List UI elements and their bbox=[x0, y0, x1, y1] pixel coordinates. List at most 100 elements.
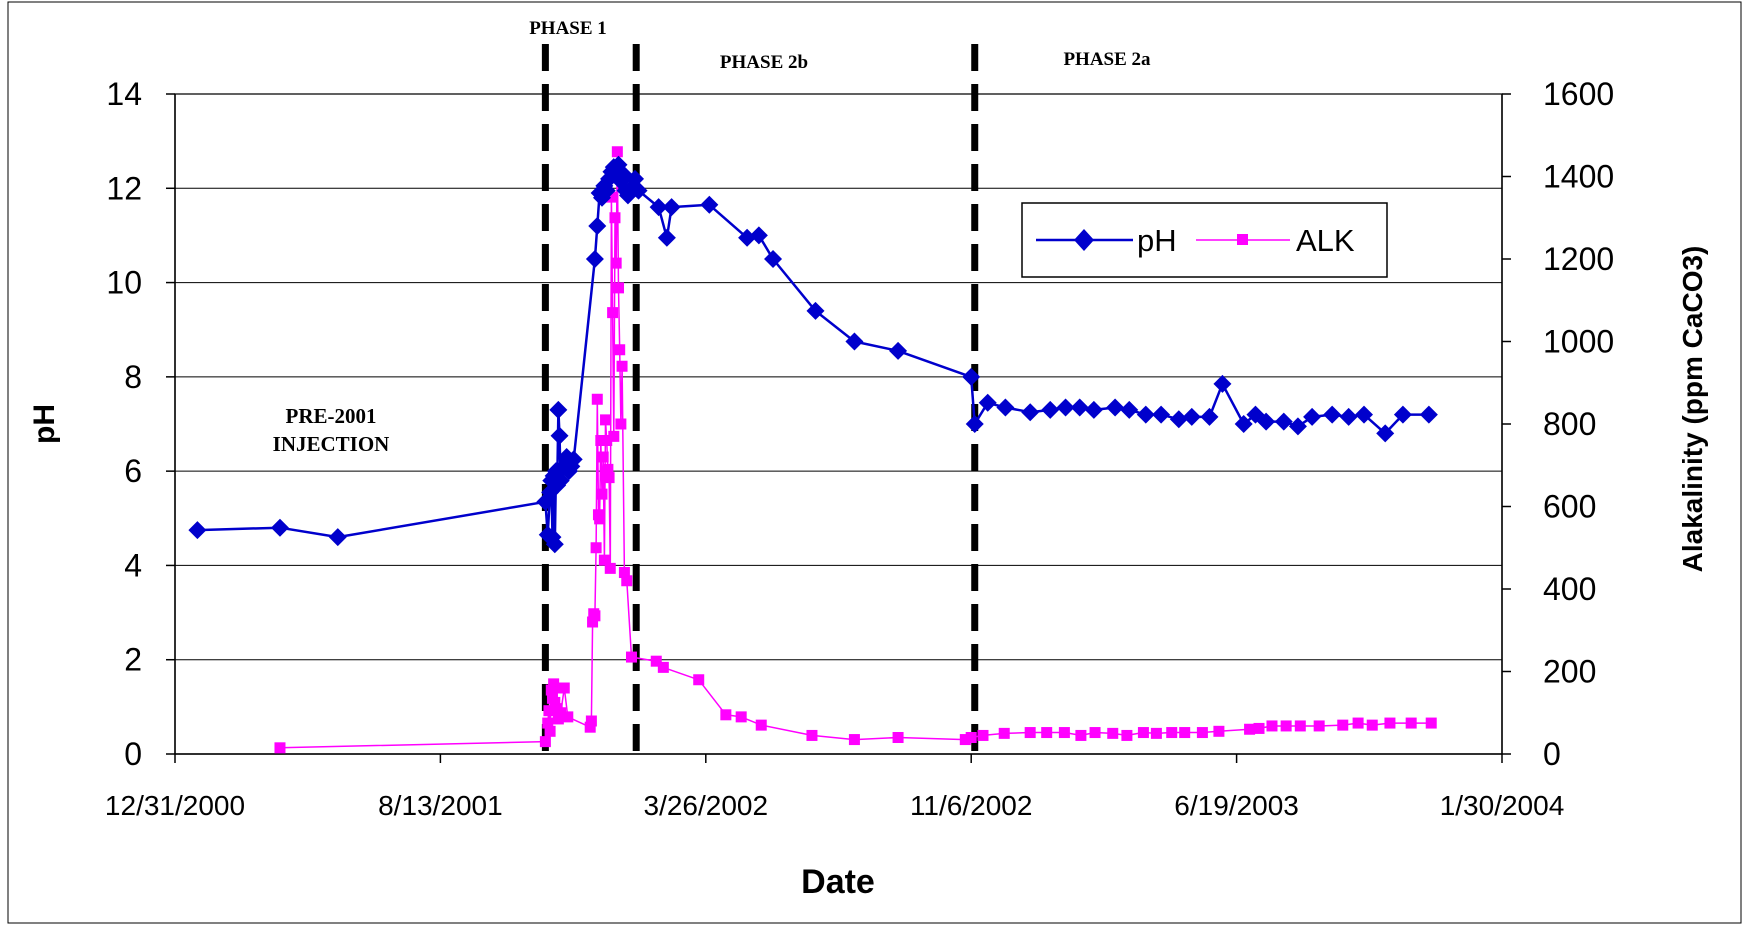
data-point-alk bbox=[1075, 729, 1087, 741]
data-point-alk bbox=[584, 721, 596, 733]
legend-alk-label: ALK bbox=[1296, 223, 1355, 258]
data-point-alk bbox=[587, 616, 599, 628]
data-point-alk bbox=[618, 567, 630, 578]
data-point-alk bbox=[1253, 722, 1265, 734]
data-point-alk bbox=[755, 719, 767, 731]
data-point-ph bbox=[1136, 405, 1155, 424]
data-point-ph bbox=[845, 332, 864, 351]
data-point-ph bbox=[700, 195, 719, 214]
data-point-ph bbox=[738, 228, 757, 247]
data-point-alk bbox=[1266, 720, 1278, 732]
data-point-alk bbox=[602, 463, 614, 475]
data-point-ph bbox=[585, 250, 604, 268]
x-tick-label: 1/30/2004 bbox=[1440, 790, 1565, 821]
y-left-axis-ticks: 0 2 4 6 8 10 12 14 bbox=[106, 76, 175, 772]
y-right-tick-label: 1600 bbox=[1543, 76, 1614, 112]
y-right-tick-label: 200 bbox=[1543, 654, 1596, 690]
data-point-ph bbox=[965, 415, 984, 433]
data-point-alk bbox=[998, 727, 1010, 739]
data-point-alk bbox=[562, 711, 574, 723]
data-point-ph bbox=[1354, 405, 1373, 424]
y-right-tick-label: 0 bbox=[1543, 736, 1561, 772]
data-point-ph bbox=[1041, 400, 1060, 419]
legend-ph-label: pH bbox=[1137, 223, 1177, 258]
data-point-ph bbox=[1213, 374, 1232, 393]
data-point-alk bbox=[610, 257, 622, 269]
y-left-tick-label: 6 bbox=[124, 453, 142, 489]
legend: pH ALK bbox=[1021, 202, 1388, 278]
data-point-ph bbox=[662, 198, 681, 217]
data-point-ph bbox=[1234, 415, 1253, 433]
data-point-alk bbox=[735, 711, 747, 723]
x-tick-label: 8/13/2001 bbox=[378, 790, 503, 821]
y-left-axis-title: pH bbox=[28, 404, 61, 444]
data-point-ph bbox=[1339, 407, 1358, 426]
y-right-axis-title: Alakalinity (ppm CaCO3) bbox=[1677, 246, 1708, 573]
data-point-ph bbox=[1152, 405, 1171, 424]
y-left-tick-label: 12 bbox=[106, 170, 142, 206]
data-point-alk bbox=[558, 682, 570, 694]
data-point-alk bbox=[1179, 727, 1191, 739]
data-point-alk bbox=[848, 734, 860, 746]
data-point-alk bbox=[552, 713, 564, 725]
data-point-ph bbox=[270, 518, 289, 537]
data-point-alk bbox=[555, 707, 567, 719]
data-point-alk bbox=[1107, 727, 1119, 739]
data-point-ph bbox=[649, 198, 668, 217]
data-point-alk bbox=[611, 146, 623, 158]
data-point-alk bbox=[596, 488, 608, 500]
data-point-ph bbox=[978, 393, 997, 412]
data-point-alk bbox=[590, 542, 602, 554]
data-point-alk bbox=[892, 732, 904, 743]
data-point-alk bbox=[604, 562, 616, 574]
data-point-alk bbox=[539, 736, 551, 748]
data-point-alk bbox=[1280, 720, 1292, 732]
data-point-ph bbox=[1303, 407, 1322, 426]
data-point-alk bbox=[1294, 720, 1306, 732]
data-point-ph bbox=[1120, 400, 1139, 419]
data-point-ph bbox=[996, 398, 1015, 417]
data-point-ph bbox=[764, 250, 783, 268]
data-point-ph bbox=[1419, 405, 1438, 424]
data-point-alk bbox=[1425, 717, 1437, 729]
data-point-ph bbox=[550, 426, 569, 445]
y-left-tick-label: 14 bbox=[106, 76, 142, 112]
data-point-alk bbox=[1121, 729, 1133, 741]
data-point-alk bbox=[615, 418, 627, 430]
series-ph bbox=[188, 155, 1438, 554]
y-left-tick-label: 0 bbox=[124, 736, 142, 772]
data-point-ph bbox=[1056, 398, 1075, 417]
y-right-tick-label: 1000 bbox=[1543, 324, 1614, 360]
series-alk bbox=[274, 146, 1437, 754]
data-point-alk bbox=[608, 430, 620, 442]
data-point-alk bbox=[601, 435, 613, 446]
data-point-alk bbox=[1405, 717, 1417, 729]
data-point-alk bbox=[595, 435, 607, 446]
x-axis-title: Date bbox=[801, 863, 875, 901]
data-point-ph bbox=[597, 181, 616, 200]
data-point-alk bbox=[609, 212, 621, 224]
data-point-alk bbox=[1041, 727, 1053, 739]
data-point-ph bbox=[1257, 412, 1276, 431]
data-point-alk bbox=[657, 661, 669, 673]
data-point-alk bbox=[549, 696, 561, 708]
data-point-alk bbox=[589, 610, 601, 622]
data-point-ph bbox=[1288, 417, 1307, 436]
y-left-tick-label: 10 bbox=[106, 265, 142, 301]
data-point-alk bbox=[621, 575, 633, 587]
y-right-tick-label: 600 bbox=[1543, 489, 1596, 525]
data-point-alk bbox=[1352, 717, 1364, 729]
data-point-alk bbox=[597, 451, 609, 463]
y-right-tick-label: 400 bbox=[1543, 571, 1596, 607]
data-point-ph bbox=[1274, 412, 1293, 431]
annotation-phase-1: PHASE 1 bbox=[529, 18, 607, 39]
data-point-alk bbox=[1366, 719, 1378, 731]
y-left-tick-label: 4 bbox=[124, 547, 142, 583]
x-tick-label: 12/31/2000 bbox=[105, 790, 245, 821]
data-point-ph bbox=[545, 535, 564, 554]
annotation-phase-2b: PHASE 2b bbox=[720, 52, 808, 73]
annotation-injection: INJECTION bbox=[273, 432, 390, 456]
y-right-tick-label: 1400 bbox=[1543, 159, 1614, 195]
data-point-alk bbox=[959, 734, 971, 746]
data-point-alk bbox=[1213, 725, 1225, 737]
